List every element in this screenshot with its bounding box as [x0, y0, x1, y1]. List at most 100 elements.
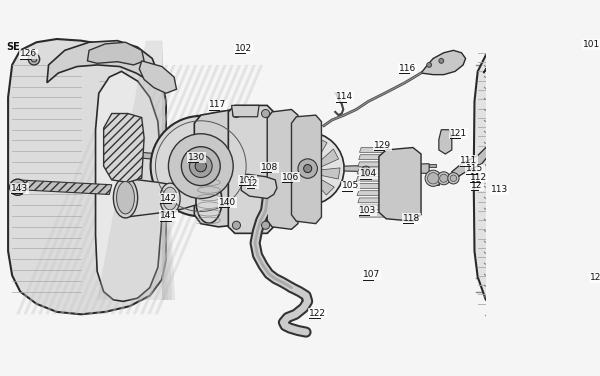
Circle shape: [169, 134, 233, 199]
Text: 122: 122: [310, 309, 326, 318]
Polygon shape: [143, 41, 162, 300]
Text: 121: 121: [450, 129, 467, 138]
Polygon shape: [359, 205, 390, 210]
Text: 118: 118: [403, 214, 421, 223]
Circle shape: [437, 172, 450, 185]
Text: 113: 113: [491, 185, 508, 194]
Polygon shape: [74, 65, 183, 314]
Text: 142: 142: [160, 194, 178, 203]
Polygon shape: [95, 71, 162, 301]
Text: 102: 102: [235, 44, 252, 53]
Polygon shape: [316, 168, 340, 179]
Polygon shape: [111, 65, 220, 314]
Polygon shape: [439, 130, 452, 154]
Polygon shape: [356, 183, 393, 188]
Text: 12: 12: [247, 179, 259, 188]
Polygon shape: [127, 41, 162, 300]
Circle shape: [581, 266, 598, 282]
Polygon shape: [305, 178, 319, 201]
Polygon shape: [60, 65, 169, 314]
Circle shape: [28, 54, 40, 65]
Polygon shape: [162, 41, 175, 300]
Polygon shape: [359, 155, 390, 159]
Circle shape: [195, 161, 206, 172]
Polygon shape: [125, 65, 234, 314]
Polygon shape: [194, 109, 239, 227]
Circle shape: [304, 165, 312, 173]
Ellipse shape: [113, 177, 137, 218]
Circle shape: [427, 62, 431, 67]
Polygon shape: [486, 308, 587, 316]
Ellipse shape: [163, 187, 178, 210]
Polygon shape: [97, 41, 149, 300]
Polygon shape: [140, 65, 248, 314]
Text: 114: 114: [336, 92, 353, 102]
Polygon shape: [344, 164, 429, 173]
Polygon shape: [113, 41, 162, 300]
Circle shape: [271, 132, 344, 205]
Polygon shape: [120, 41, 162, 300]
Polygon shape: [31, 65, 139, 314]
Polygon shape: [152, 41, 162, 300]
Circle shape: [364, 168, 368, 172]
Polygon shape: [88, 42, 144, 65]
Polygon shape: [359, 147, 389, 152]
Polygon shape: [82, 65, 190, 314]
Polygon shape: [47, 41, 158, 83]
Polygon shape: [89, 65, 197, 314]
Polygon shape: [429, 178, 439, 185]
Polygon shape: [46, 65, 154, 314]
Polygon shape: [484, 41, 598, 75]
Circle shape: [362, 166, 370, 174]
Polygon shape: [429, 164, 436, 167]
Circle shape: [151, 116, 251, 216]
Polygon shape: [358, 198, 391, 203]
Polygon shape: [241, 174, 277, 199]
Polygon shape: [359, 212, 389, 217]
Polygon shape: [38, 65, 146, 314]
Polygon shape: [16, 65, 125, 314]
Polygon shape: [148, 65, 256, 314]
Polygon shape: [104, 114, 144, 182]
Polygon shape: [297, 136, 311, 159]
Circle shape: [262, 109, 269, 118]
Polygon shape: [229, 105, 274, 233]
Circle shape: [190, 155, 212, 177]
Polygon shape: [281, 142, 305, 162]
Polygon shape: [133, 41, 162, 300]
Text: 126: 126: [20, 50, 37, 58]
Text: 140: 140: [218, 198, 236, 207]
Polygon shape: [421, 50, 466, 75]
Polygon shape: [142, 152, 196, 164]
Text: 101: 101: [583, 40, 600, 49]
Polygon shape: [357, 191, 392, 196]
Circle shape: [586, 270, 593, 278]
Circle shape: [439, 58, 444, 63]
Ellipse shape: [116, 182, 134, 214]
Circle shape: [448, 173, 459, 184]
Text: 130: 130: [188, 153, 205, 162]
Polygon shape: [104, 41, 155, 300]
Polygon shape: [312, 138, 327, 163]
Circle shape: [232, 109, 241, 118]
Text: 141: 141: [160, 211, 178, 220]
Polygon shape: [277, 168, 299, 188]
Polygon shape: [162, 41, 169, 300]
Polygon shape: [316, 149, 338, 168]
Text: 103: 103: [359, 206, 376, 215]
Circle shape: [10, 179, 26, 195]
Ellipse shape: [160, 183, 180, 214]
Polygon shape: [100, 41, 152, 300]
Text: 129: 129: [374, 141, 391, 150]
Ellipse shape: [196, 179, 222, 223]
Circle shape: [14, 183, 22, 191]
Text: 109: 109: [239, 176, 256, 185]
Polygon shape: [130, 41, 162, 300]
Polygon shape: [311, 176, 334, 195]
Polygon shape: [146, 41, 162, 300]
Polygon shape: [232, 105, 259, 117]
Polygon shape: [120, 178, 201, 217]
Polygon shape: [107, 41, 158, 300]
Polygon shape: [139, 41, 162, 300]
Polygon shape: [110, 41, 162, 300]
